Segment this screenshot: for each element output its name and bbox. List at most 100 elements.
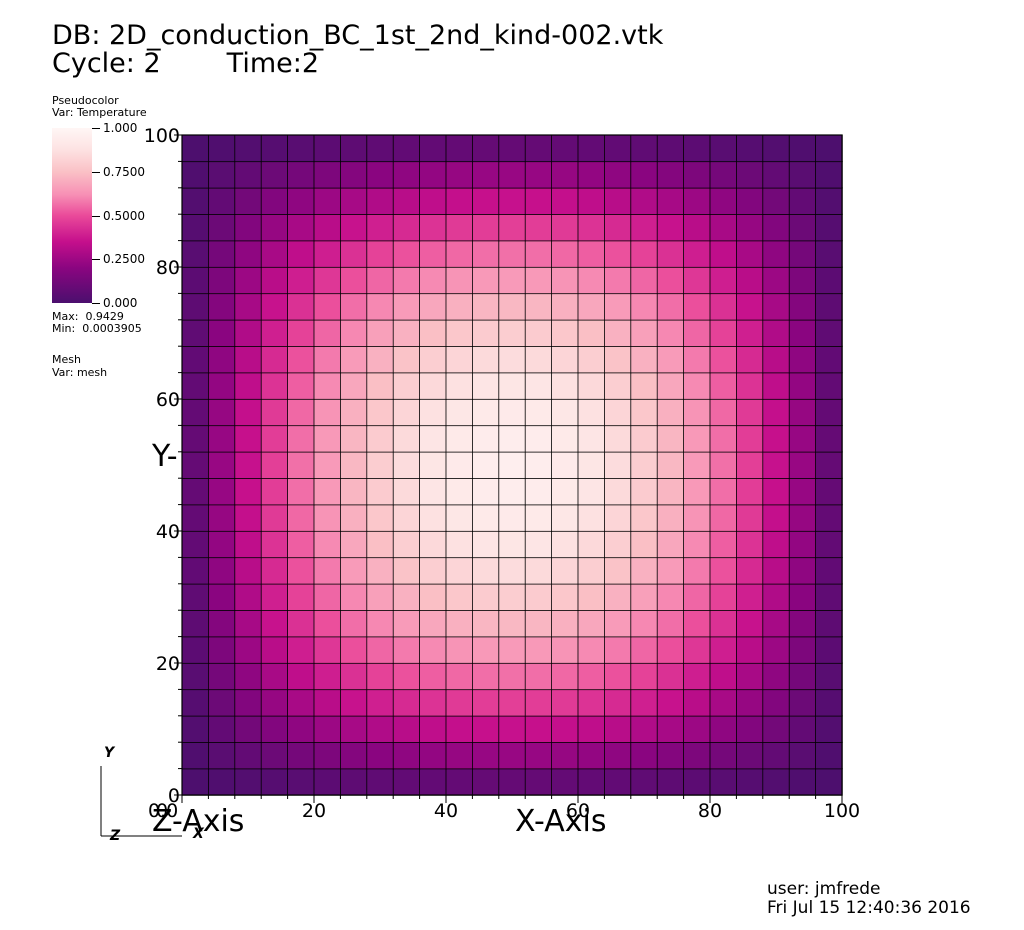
heatmap-cell (471, 398, 500, 427)
heatmap-cell (392, 504, 421, 532)
heatmap-cell (498, 372, 526, 400)
timestamp-label: Fri Jul 15 12:40:36 2016 (767, 898, 971, 918)
heatmap-cell (577, 134, 606, 163)
heatmap-cell (656, 689, 685, 717)
heatmap-cell (419, 768, 447, 796)
heatmap-cell (234, 715, 262, 743)
heatmap-cell (577, 319, 606, 347)
heatmap-cell (419, 583, 447, 611)
heatmap-cell (736, 134, 764, 163)
heatmap-cell (339, 213, 368, 242)
heatmap-cell (419, 689, 447, 717)
heatmap-cell (656, 530, 685, 559)
heatmap-cell (630, 741, 658, 770)
heatmap-cell (445, 715, 474, 743)
legend-plot-type: Pseudocolor (52, 94, 119, 107)
heatmap-cell (656, 292, 685, 321)
heatmap-cell (762, 741, 790, 770)
heatmap-cell (762, 530, 790, 559)
heatmap-cell (287, 266, 315, 295)
heatmap-cell (207, 134, 236, 163)
heatmap-cell (736, 530, 764, 559)
heatmap-cell (313, 715, 342, 743)
heatmap-cell (762, 662, 790, 691)
x-tick-label: 80 (698, 800, 722, 822)
heatmap-cell (339, 689, 368, 717)
heatmap-cell (788, 689, 817, 717)
heatmap-cell (656, 187, 685, 215)
heatmap-cell (313, 689, 342, 717)
legend-tick-mark (92, 215, 100, 217)
heatmap-cell (313, 557, 342, 585)
heatmap-cell (419, 398, 447, 427)
heatmap-cell (339, 557, 368, 585)
heatmap-cell (287, 504, 315, 532)
heatmap-cell (630, 424, 658, 453)
heatmap-cell (392, 662, 421, 691)
heatmap-cell (366, 266, 394, 295)
heatmap-cell (471, 636, 500, 664)
heatmap-cell (339, 134, 368, 163)
heatmap-cell (577, 583, 606, 611)
heatmap-cell (313, 424, 342, 453)
heatmap-cell (762, 266, 790, 295)
mesh-label: Mesh (52, 353, 81, 366)
heatmap-cell (604, 636, 632, 664)
heatmap-cell (815, 741, 843, 770)
heatmap-cell (815, 345, 843, 374)
heatmap-cell (498, 477, 526, 506)
heatmap-cell (630, 292, 658, 321)
heatmap-cell (524, 662, 553, 691)
heatmap-cell (762, 345, 790, 374)
heatmap-cell (815, 160, 843, 189)
heatmap-cell (815, 583, 843, 611)
heatmap-cell (815, 768, 843, 796)
heatmap-cell (445, 741, 474, 770)
heatmap-cell (815, 292, 843, 321)
heatmap-cell (762, 134, 790, 163)
heatmap-cell (709, 319, 738, 347)
heatmap-cell (815, 662, 843, 691)
heatmap-cell (471, 319, 500, 347)
heatmap-cell (181, 292, 210, 321)
heatmap-cell (445, 213, 474, 242)
legend-tick-label: 0.000 (103, 296, 138, 310)
heatmap-cell (736, 715, 764, 743)
heatmap-cell (419, 319, 447, 347)
heatmap-cell (736, 266, 764, 295)
heatmap-cell (709, 636, 738, 664)
heatmap-cell (788, 768, 817, 796)
heatmap-cell (287, 768, 315, 796)
heatmap-cell (683, 372, 711, 400)
heatmap-cell (181, 319, 210, 347)
heatmap-cell (313, 266, 342, 295)
plot-frame (181, 134, 843, 796)
heatmap-cell (736, 451, 764, 479)
heatmap-cell (287, 451, 315, 479)
heatmap-cell (604, 662, 632, 691)
heatmap-cell (683, 662, 711, 691)
heatmap-cell (577, 715, 606, 743)
heatmap-cell (577, 451, 606, 479)
legend-tick-label: 1.000 (103, 121, 138, 135)
heatmap-cell (709, 530, 738, 559)
heatmap-cell (815, 187, 843, 215)
heatmap-cell (788, 319, 817, 347)
heatmap-cell (524, 636, 553, 664)
heatmap-cell (181, 424, 210, 453)
heatmap-cell (604, 451, 632, 479)
heatmap-cell (551, 662, 579, 691)
heatmap-cell (604, 187, 632, 215)
heatmap-cell (577, 477, 606, 506)
heatmap-cell (788, 160, 817, 189)
heatmap-cell (815, 134, 843, 163)
heatmap-cell (815, 319, 843, 347)
heatmap-cell (656, 372, 685, 400)
heatmap-cell (181, 160, 210, 189)
heatmap-cell (313, 345, 342, 374)
heatmap-cell (339, 477, 368, 506)
heatmap-cell (656, 345, 685, 374)
heatmap-cell (366, 213, 394, 242)
legend-tick-mark (92, 259, 100, 261)
heatmap-cell (207, 504, 236, 532)
